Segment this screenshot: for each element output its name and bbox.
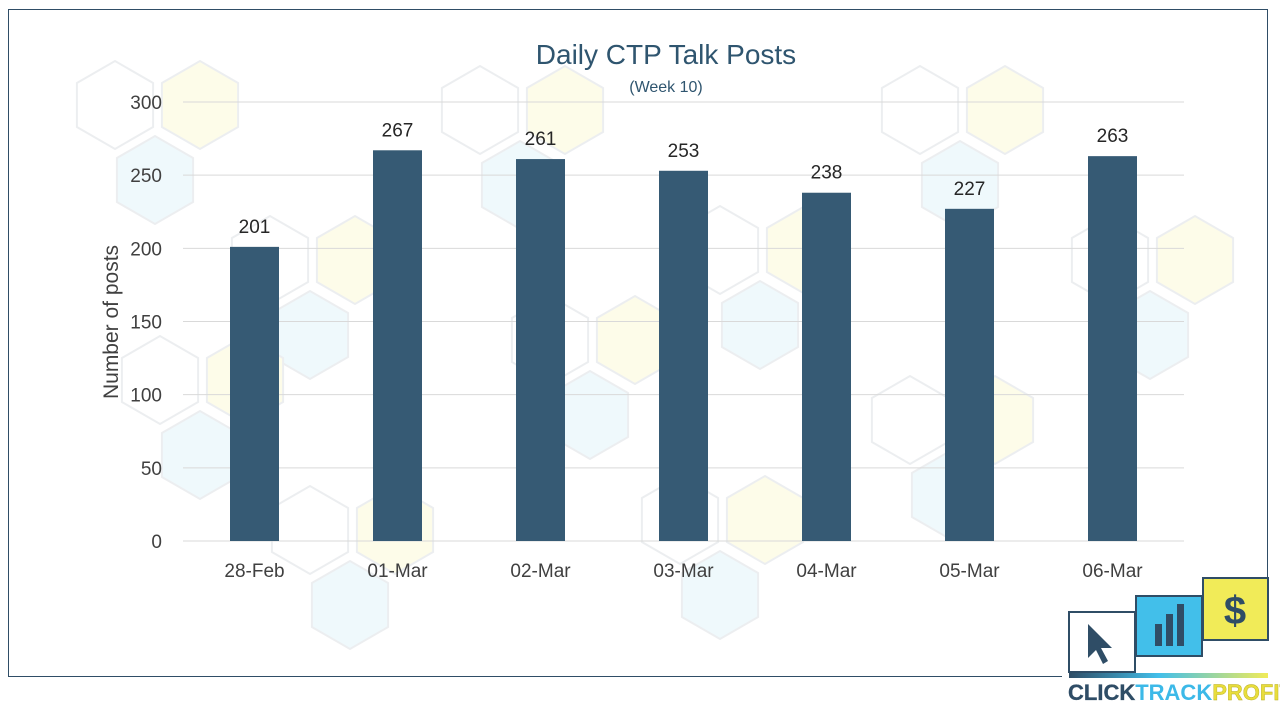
watermark-hexagon bbox=[310, 559, 390, 651]
data-label: 253 bbox=[668, 141, 700, 162]
y-tick-label: 250 bbox=[130, 166, 162, 187]
data-label: 227 bbox=[954, 179, 986, 200]
watermark-hexagon bbox=[965, 64, 1045, 156]
watermark-hexagon bbox=[440, 64, 520, 156]
bar-chart-icon bbox=[1135, 595, 1203, 657]
bar-04-Mar bbox=[802, 192, 851, 541]
bar-01-Mar bbox=[373, 150, 422, 542]
x-tick-label: 02-Mar bbox=[510, 561, 571, 582]
data-label: 201 bbox=[239, 217, 271, 238]
x-tick-label: 04-Mar bbox=[796, 561, 857, 582]
x-tick-label: 06-Mar bbox=[1082, 561, 1143, 582]
watermark-hexagon bbox=[160, 409, 240, 501]
cursor-icon bbox=[1068, 611, 1136, 673]
watermark-pattern bbox=[75, 59, 1235, 651]
bar-28-Feb bbox=[230, 246, 279, 541]
watermark-hexagon bbox=[880, 64, 960, 156]
bar-05-Mar bbox=[945, 208, 994, 541]
x-tick-label: 03-Mar bbox=[653, 561, 714, 582]
watermark-hexagon bbox=[120, 334, 200, 426]
clicktrackprofit-logo: $ CLICKTRACKPROFIT bbox=[1062, 577, 1280, 705]
y-tick-label: 50 bbox=[141, 459, 162, 480]
y-tick-label: 150 bbox=[130, 313, 162, 334]
bar-02-Mar bbox=[516, 159, 565, 541]
watermark-hexagon bbox=[525, 64, 605, 156]
watermark-hexagon bbox=[680, 549, 760, 641]
data-label: 261 bbox=[525, 129, 557, 150]
data-label: 263 bbox=[1097, 126, 1129, 147]
watermark-hexagon bbox=[870, 374, 950, 466]
x-axis-ticks: 28-Feb 01-Mar 02-Mar 03-Mar 04-Mar 05-Mar 06-M… bbox=[224, 561, 1143, 582]
watermark-hexagon bbox=[115, 134, 195, 226]
bars bbox=[230, 150, 1137, 542]
bar-03-Mar bbox=[659, 170, 708, 541]
watermark-hexagon bbox=[725, 474, 805, 566]
y-tick-label: 300 bbox=[130, 93, 162, 114]
logo-gradient-strip bbox=[1069, 673, 1268, 678]
y-tick-label: 100 bbox=[130, 386, 162, 407]
data-label: 238 bbox=[811, 163, 843, 184]
chart-subtitle: (Week 10) bbox=[629, 79, 703, 96]
y-axis-ticks: 0 50 100 150 200 250 300 bbox=[130, 93, 162, 553]
y-axis-title: Number of posts bbox=[100, 245, 123, 399]
y-tick-label: 200 bbox=[130, 239, 162, 260]
dollar-icon: $ bbox=[1202, 577, 1269, 641]
x-tick-label: 05-Mar bbox=[939, 561, 1000, 582]
watermark-hexagon bbox=[720, 279, 800, 371]
chart-frame bbox=[8, 9, 1268, 677]
svg-text:$: $ bbox=[1224, 589, 1246, 633]
chart-title: Daily CTP Talk Posts bbox=[536, 39, 796, 70]
data-label: 267 bbox=[382, 120, 414, 141]
bar-06-Mar bbox=[1088, 156, 1137, 542]
logo-wordmark: CLICKTRACKPROFIT bbox=[1068, 680, 1280, 705]
value-labels: 201 267 261 253 238 227 263 bbox=[239, 120, 1129, 238]
watermark-hexagon bbox=[1155, 214, 1235, 306]
x-tick-label: 28-Feb bbox=[224, 561, 284, 582]
x-tick-label: 01-Mar bbox=[367, 561, 428, 582]
y-tick-label: 0 bbox=[151, 532, 162, 553]
watermark-hexagon bbox=[160, 59, 240, 151]
watermark-hexagon bbox=[75, 59, 155, 151]
